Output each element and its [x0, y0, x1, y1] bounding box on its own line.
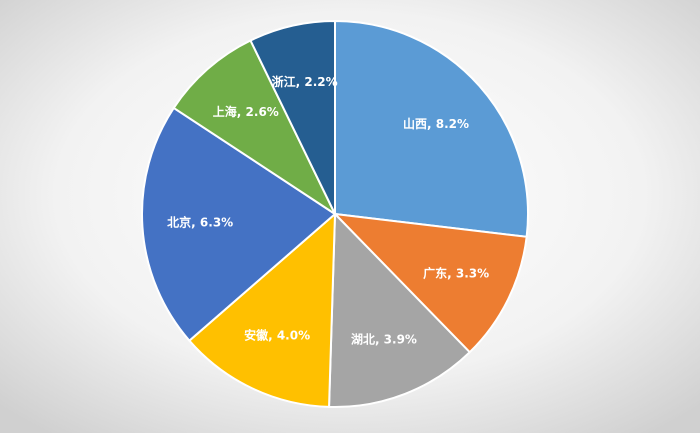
data-label: 安徽, 4.0%: [244, 328, 310, 343]
data-label: 北京, 6.3%: [167, 215, 233, 230]
data-label: 广东, 3.3%: [423, 265, 489, 280]
data-label: 浙江, 2.2%: [272, 74, 338, 89]
pie-slice: [249, 19, 336, 215]
pie-slice: [328, 211, 472, 408]
pie-slice: [172, 39, 338, 217]
data-label: 山西, 8.2%: [403, 116, 469, 131]
pie-slice: [334, 19, 529, 238]
pie-slice: [332, 212, 528, 354]
data-label: 湖北, 3.9%: [351, 331, 417, 346]
pie-slice: [187, 211, 337, 408]
pie-slice: [141, 106, 337, 343]
data-label: 上海, 2.6%: [213, 104, 279, 119]
